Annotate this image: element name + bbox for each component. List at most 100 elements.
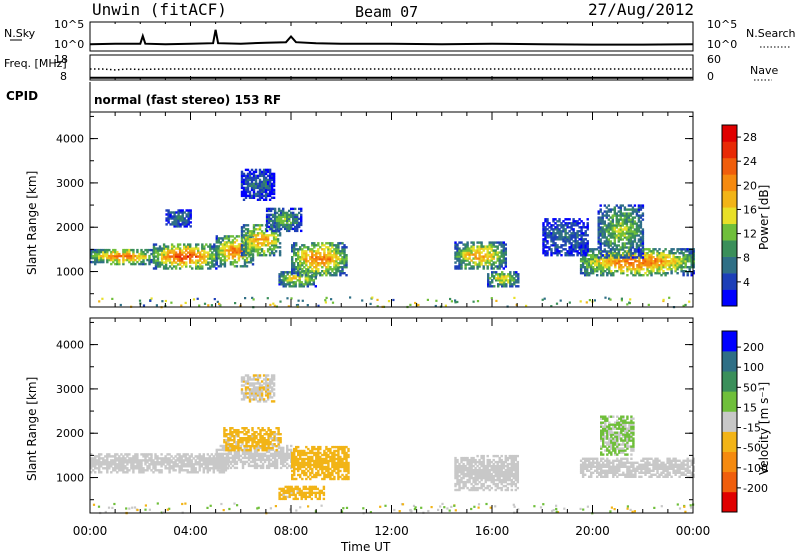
heatmap-cell (275, 219, 279, 223)
heatmap-cell (138, 465, 141, 468)
heatmap-cell (337, 264, 340, 267)
heatmap-cell (576, 252, 579, 255)
heatmap-cell (189, 209, 192, 212)
heatmap-cell (246, 240, 250, 243)
heatmap-cell (660, 260, 663, 263)
heatmap-cell (185, 213, 188, 216)
heatmap-cell (227, 444, 231, 448)
heatmap-cell (211, 257, 214, 260)
heatmap-cell (578, 242, 581, 245)
heatmap-cell (315, 252, 318, 255)
heatmap-cell (191, 255, 194, 258)
heatmap-cell (106, 455, 109, 458)
heatmap-cell (608, 297, 611, 300)
heatmap-cell (158, 457, 161, 460)
heatmap-cell (474, 249, 477, 252)
heatmap-cell (235, 460, 239, 464)
heatmap-cell (146, 258, 149, 262)
heatmap-cell (217, 239, 221, 242)
heatmap-cell (656, 250, 659, 253)
heatmap-cell (94, 260, 97, 264)
heatmap-cell (615, 216, 619, 219)
heatmap-cell (552, 228, 555, 231)
heatmap-cell (254, 186, 258, 190)
heatmap-cell (243, 449, 246, 452)
heatmap-cell (177, 219, 180, 222)
heatmap-cell (160, 247, 164, 250)
heatmap-cell (603, 240, 607, 243)
heatmap-cell (148, 453, 151, 456)
heatmap-cell (570, 248, 573, 251)
heatmap-cell (500, 263, 503, 266)
heatmap-cell (242, 226, 246, 229)
heatmap-cell (301, 268, 304, 271)
heatmap-cell (492, 241, 495, 244)
heatmap-cell (291, 260, 294, 263)
heatmap-cell (572, 236, 575, 239)
heatmap-cell (164, 457, 167, 460)
heatmap-cell (215, 249, 219, 252)
heatmap-cell (692, 250, 695, 253)
heatmap-cell (668, 262, 671, 265)
heatmap-cell (597, 224, 600, 227)
heatmap-cell (644, 264, 647, 267)
heatmap-cell (104, 252, 107, 256)
heatmap-cell (305, 463, 308, 467)
heatmap-cell (110, 471, 113, 474)
heatmap-cell (562, 224, 565, 227)
heatmap-cell (282, 454, 285, 458)
heatmap-cell (255, 448, 259, 452)
heatmap-cell (480, 247, 483, 250)
heatmap-cell (244, 192, 248, 196)
heatmap-cell (578, 226, 581, 229)
heatmap-cell (114, 250, 117, 254)
heatmap-cell (586, 250, 589, 253)
heatmap-cell (212, 457, 216, 460)
heatmap-cell (601, 226, 604, 229)
heatmap-cell (662, 250, 665, 253)
heatmap-cell (100, 250, 103, 254)
heatmap-cell (597, 232, 600, 235)
heatmap-cell (337, 463, 340, 467)
heatmap-cell (584, 248, 587, 251)
heatmap-cell (637, 246, 641, 249)
heatmap-cell (329, 250, 332, 253)
heatmap-cell (294, 207, 297, 211)
heatmap-cell (305, 274, 308, 277)
heatmap-cell (237, 452, 241, 456)
heatmap-cell (245, 456, 249, 460)
heatmap-cell (192, 298, 196, 301)
heatmap-cell (284, 285, 287, 288)
heatmap-cell (601, 218, 604, 221)
heatmap-cell (237, 456, 241, 460)
heatmap-cell (266, 182, 270, 186)
heatmap-cell (254, 170, 258, 174)
heatmap-cell (468, 249, 471, 252)
heatmap-cell (500, 265, 503, 268)
heatmap-cell (490, 247, 493, 250)
heatmap-cell (313, 242, 316, 245)
heatmap-cell (609, 210, 613, 213)
heatmap-cell (626, 258, 629, 261)
heatmap-cell (301, 459, 304, 463)
heatmap-cell (333, 469, 336, 473)
heatmap-cell (235, 466, 239, 470)
heatmap-cell (668, 250, 671, 253)
heatmap-cell (264, 168, 268, 172)
heatmap-cell (552, 242, 555, 245)
heatmap-cell (244, 246, 248, 249)
heatmap-cell (235, 235, 239, 238)
heatmap-cell (646, 266, 649, 269)
heatmap-cell (607, 232, 611, 235)
heatmap-cell (223, 466, 227, 470)
heatmap-cell (562, 238, 565, 241)
heatmap-cell (627, 208, 631, 211)
heatmap-cell (231, 235, 235, 238)
heatmap-cell (246, 238, 250, 241)
heatmap-cell (254, 248, 258, 251)
heatmap-cell (323, 254, 326, 257)
heatmap-cell (299, 473, 302, 477)
heatmap-cell (686, 272, 689, 275)
heatmap-cell (601, 228, 604, 231)
heatmap-cell (263, 433, 266, 436)
